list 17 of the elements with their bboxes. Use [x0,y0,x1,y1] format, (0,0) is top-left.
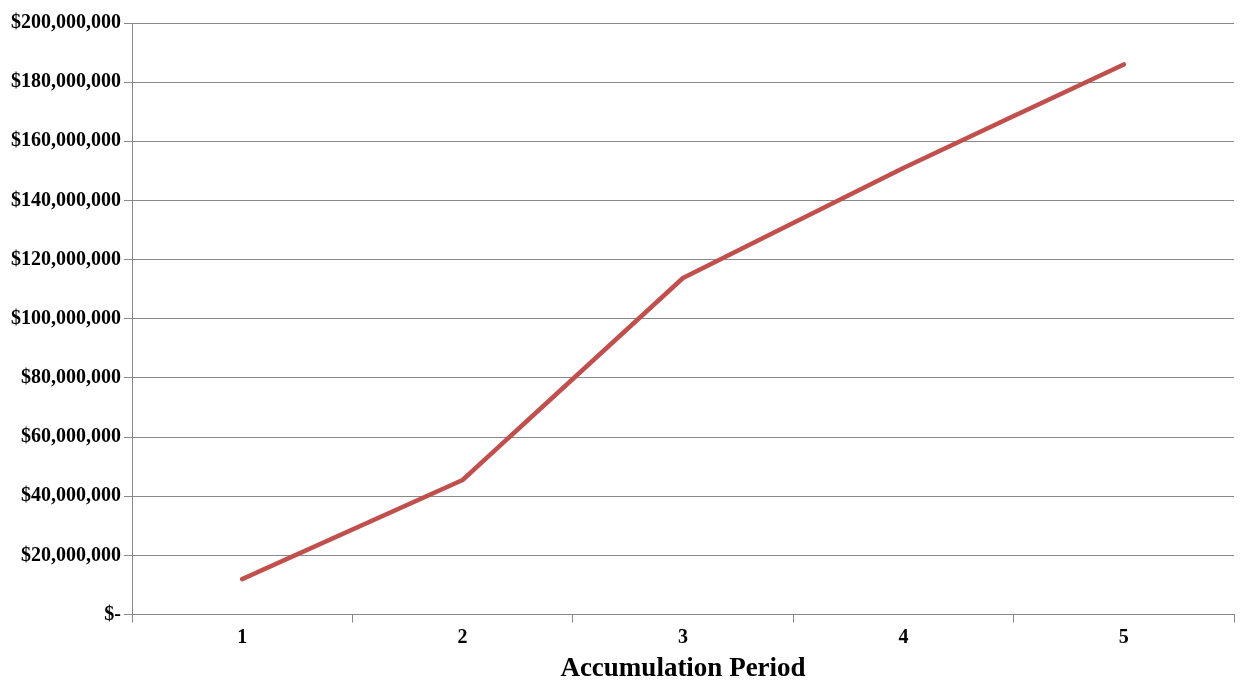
y-tick-label: $80,000,000 [21,365,121,388]
y-tick-label: $160,000,000 [11,128,121,151]
x-tick-label: 4 [898,624,909,647]
x-tick-label: 1 [237,624,248,647]
x-tick-label: 3 [678,624,688,647]
y-tick-label: $40,000,000 [21,483,121,506]
x-tick-label: 5 [1118,624,1129,647]
y-tick-label: $140,000,000 [11,187,121,210]
y-tick-label: $- [104,601,121,624]
y-tick-label: $100,000,000 [11,305,121,328]
x-tick-label: 2 [457,624,468,647]
y-tick-label: $120,000,000 [11,246,121,269]
y-tick-label: $180,000,000 [11,69,121,92]
y-tick-label: $60,000,000 [21,424,121,447]
y-tick-label: $200,000,000 [11,10,121,33]
x-axis-title: Accumulation Period [560,651,806,682]
y-tick-label: $20,000,000 [21,542,121,565]
